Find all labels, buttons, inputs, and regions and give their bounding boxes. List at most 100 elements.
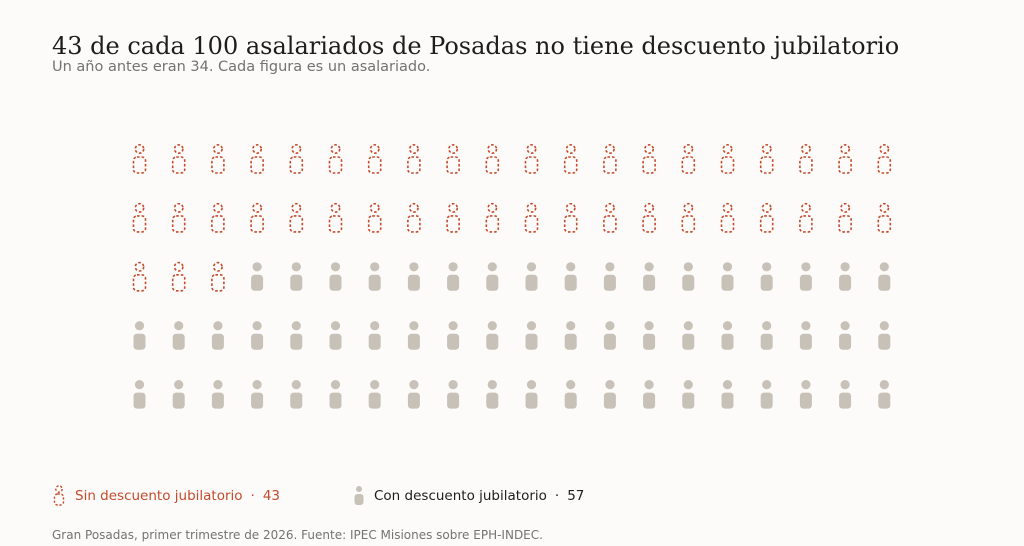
person-icon-con: [564, 321, 577, 350]
person-head: [134, 144, 145, 155]
person-head: [800, 144, 811, 155]
person-icon-sin: [720, 202, 735, 233]
person-body: [485, 215, 500, 233]
person-head: [252, 202, 263, 213]
person-head: [800, 202, 811, 213]
legend-item-sin: Sin descuento jubilatorio · 43: [52, 485, 280, 507]
person-icon-con: [799, 321, 812, 350]
person-icon-sin: [132, 261, 147, 292]
person-head: [879, 262, 889, 272]
person-head: [173, 144, 184, 155]
person-body: [721, 274, 734, 291]
person-icon-con: [290, 380, 303, 409]
person-icon-sin: [681, 202, 696, 233]
person-body: [799, 392, 812, 409]
person-icon-sin: [132, 202, 147, 233]
person-head: [369, 144, 380, 155]
person-icon-sin: [799, 202, 813, 233]
person-icon-con: [211, 380, 224, 409]
person-head: [487, 380, 497, 390]
person-icon-con: [839, 380, 852, 409]
person-icon-con: [603, 262, 616, 291]
person-head: [801, 380, 811, 390]
person-icon-con: [799, 380, 812, 409]
person-icon-con: [133, 380, 146, 409]
person-icon-con: [603, 380, 616, 409]
person-head: [840, 262, 850, 272]
person-body: [329, 274, 342, 291]
person-icon-sin: [289, 202, 304, 233]
person-icon-sin: [877, 144, 892, 174]
person-head: [722, 380, 733, 390]
person-body: [407, 274, 420, 291]
person-body: [486, 274, 499, 291]
chart-title: 43 de cada 100 asalariados de Posadas no…: [52, 32, 900, 61]
person-icon-con: [211, 321, 224, 350]
person-body: [877, 215, 892, 233]
person-head: [370, 380, 380, 390]
person-body: [290, 333, 303, 350]
person-icon-con: [643, 380, 656, 409]
person-icon-sin: [524, 144, 539, 174]
person-head: [252, 321, 262, 331]
person-head: [134, 380, 145, 390]
legend-separator-sin: ·: [250, 488, 255, 504]
person-head: [840, 144, 851, 155]
person-head: [644, 380, 654, 390]
person-icon-con: [760, 380, 773, 409]
person-icon-sin: [838, 144, 852, 174]
person-icon-con: [251, 321, 264, 350]
person-icon-sin: [250, 144, 264, 174]
person-body: [759, 215, 774, 233]
waffle-chart: [132, 144, 892, 409]
person-head: [605, 321, 615, 331]
person-icon-sin: [446, 144, 460, 174]
person-body: [290, 392, 303, 409]
legend-label-sin: Sin descuento jubilatorio: [75, 488, 243, 504]
person-icon-con: [682, 380, 695, 409]
person-head: [174, 321, 184, 331]
person-body: [643, 274, 656, 291]
person-head: [173, 202, 184, 213]
person-head: [134, 261, 145, 272]
person-icon-sin: [759, 144, 774, 174]
person-icon-con: [760, 262, 773, 291]
person-body: [720, 215, 735, 233]
source-note: Gran Posadas, primer trimestre de 2026. …: [52, 528, 543, 542]
person-icon-sin: [603, 202, 617, 233]
person-body: [603, 274, 616, 291]
person-body: [799, 215, 813, 233]
person-head: [408, 144, 419, 155]
person-icon-sin: [642, 144, 656, 174]
person-icon-sin: [563, 202, 578, 233]
legend-value-sin: 43: [262, 488, 281, 504]
person-head: [683, 262, 693, 272]
person-icon-sin: [877, 202, 892, 233]
person-icon-con: [760, 321, 773, 350]
person-icon-sin: [367, 144, 382, 174]
person-body: [289, 215, 304, 233]
person-icon-sin: [759, 202, 774, 233]
person-icon-con: [799, 262, 812, 291]
person-body: [760, 333, 773, 350]
person-head: [448, 144, 459, 155]
person-icon-con: [525, 321, 538, 350]
person-head: [487, 144, 498, 155]
legend-value-con: 57: [567, 488, 585, 504]
person-body: [839, 392, 852, 409]
person-body: [564, 392, 577, 409]
person-body: [878, 392, 891, 409]
person-body: [760, 274, 773, 291]
person-body: [643, 333, 656, 350]
person-head: [566, 262, 576, 272]
person-body: [250, 156, 264, 174]
person-head: [840, 202, 851, 213]
person-icon-sin: [642, 202, 656, 233]
person-body: [524, 215, 539, 233]
person-head: [722, 262, 733, 272]
person-icon-con: [368, 262, 381, 291]
person-head: [644, 321, 654, 331]
person-head: [762, 321, 772, 331]
person-head: [722, 202, 733, 213]
person-body: [329, 333, 342, 350]
